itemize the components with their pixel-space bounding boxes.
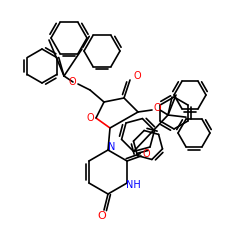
Text: O: O (153, 103, 161, 113)
Text: NH: NH (126, 180, 140, 190)
Text: O: O (98, 211, 106, 221)
Text: N: N (108, 142, 116, 152)
Text: O: O (133, 71, 141, 81)
Text: O: O (86, 113, 94, 123)
Text: O: O (68, 77, 76, 87)
Text: O: O (142, 149, 150, 159)
